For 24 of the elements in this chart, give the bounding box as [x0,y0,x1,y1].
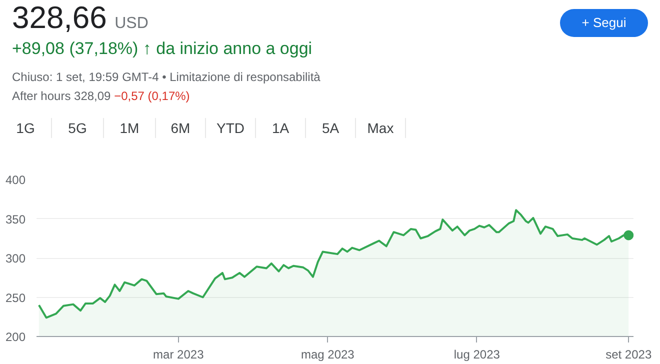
x-tick-label: mar 2023 [153,348,204,362]
chart-title: 328,66 [12,0,107,35]
x-tick-label: lug 2023 [454,348,500,362]
x-tick-label: set 2023 [606,348,652,362]
text: Max [356,118,406,138]
y-tick-label: 350 [5,212,26,226]
y-tick-label: 250 [5,290,26,305]
y-tick-label: 400 [5,173,26,187]
text: After hours 328,09 [12,89,111,103]
text: YTD [206,118,256,138]
text: USD [114,15,148,32]
y-tick-label: 300 [5,252,26,266]
text: 6M [156,118,206,138]
text: + Segui [560,9,648,37]
text: 5G [52,118,104,138]
chart-subtitle: +89,08 (37,18%) ↑ da inizio anno a oggi [12,38,312,60]
text: 1A [256,118,306,138]
text: 1G [0,118,52,138]
x-tick-label: mag 2023 [300,348,355,362]
text: Chiuso: 1 set, 19:59 GMT-4 • Limitazione di responsabilità [12,69,320,86]
text: 1M [104,118,156,138]
text: 5A [306,118,356,138]
text: −0,57 (0,17%) [114,89,190,103]
y-tick-label: 200 [5,330,26,344]
